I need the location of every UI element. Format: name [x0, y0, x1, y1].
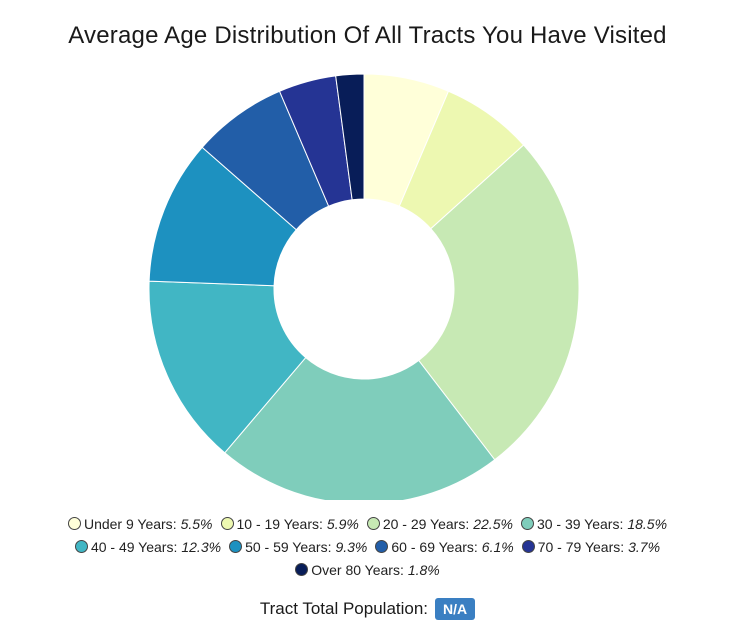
- legend-label: 20 - 29 Years: [382, 515, 466, 532]
- legend-swatch: [295, 563, 309, 576]
- legend-label: 70 - 79 Years: [537, 538, 621, 555]
- legend-item-20-29[interactable]: 20 - 29 Years:22.5%: [366, 515, 513, 532]
- population-footer: Tract Total Population: N/A: [0, 598, 735, 620]
- legend-swatch: [375, 540, 389, 553]
- population-value-badge: N/A: [435, 598, 476, 620]
- legend-value: 5.9%: [326, 515, 359, 532]
- legend-label: 30 - 39 Years: [536, 515, 620, 532]
- legend-value: 22.5%: [473, 515, 513, 532]
- legend-swatch: [520, 517, 534, 530]
- legend-swatch: [521, 540, 535, 553]
- legend-item-60-69[interactable]: 60 - 69 Years:6.1%: [375, 538, 514, 555]
- legend-swatch: [220, 517, 234, 530]
- legend-item-30-39[interactable]: 30 - 39 Years:18.5%: [520, 515, 668, 532]
- donut-slice-30-39-years[interactable]: [224, 356, 496, 500]
- legend-label: 60 - 69 Years: [391, 538, 474, 555]
- legend-value: 9.3%: [335, 538, 368, 555]
- donut-chart: [148, 73, 580, 500]
- donut-slice-50-59-years[interactable]: [148, 146, 298, 287]
- legend-value: 3.7%: [628, 538, 661, 555]
- donut-slice-20-29-years[interactable]: [418, 144, 580, 461]
- legend-row-3: Over 80 Years:1.8%: [10, 558, 725, 581]
- legend-item-over-80[interactable]: Over 80 Years:1.8%: [295, 562, 440, 578]
- legend-value: 5.5%: [180, 515, 213, 532]
- legend-item-under-9[interactable]: Under 9 Years:5.5%: [67, 515, 213, 532]
- legend-value: 6.1%: [481, 538, 514, 555]
- legend-row-2: 40 - 49 Years:12.3% 50 - 59 Years:9.3% 6…: [10, 535, 725, 558]
- legend-item-40-49[interactable]: 40 - 49 Years:12.3%: [74, 538, 222, 555]
- legend-value: 1.8%: [407, 561, 440, 578]
- donut-slice-40-49-years[interactable]: [148, 280, 307, 454]
- donut-slice-over-80-years[interactable]: [335, 73, 365, 201]
- legend-value: 18.5%: [627, 515, 668, 532]
- legend-label: 10 - 19 Years: [236, 515, 320, 532]
- legend-swatch: [366, 517, 380, 530]
- legend-label: 40 - 49 Years: [90, 538, 174, 555]
- legend-swatch: [229, 540, 243, 553]
- legend-item-70-79[interactable]: 70 - 79 Years:3.7%: [521, 538, 661, 555]
- legend-label: Over 80 Years: [311, 561, 400, 578]
- chart-legend: Under 9 Years:5.5% 10 - 19 Years:5.9% 20…: [10, 512, 725, 581]
- population-label: Tract Total Population:: [259, 599, 429, 618]
- legend-swatch: [67, 517, 81, 530]
- legend-value: 12.3%: [181, 538, 222, 555]
- legend-item-10-19[interactable]: 10 - 19 Years:5.9%: [220, 515, 359, 532]
- legend-label: 50 - 59 Years: [245, 538, 328, 555]
- legend-label: Under 9 Years: [83, 515, 173, 532]
- legend-item-50-59[interactable]: 50 - 59 Years:9.3%: [229, 539, 367, 555]
- chart-title: Average Age Distribution Of All Tracts Y…: [68, 22, 667, 49]
- legend-swatch: [74, 540, 88, 553]
- legend-row-1: Under 9 Years:5.5% 10 - 19 Years:5.9% 20…: [10, 512, 725, 535]
